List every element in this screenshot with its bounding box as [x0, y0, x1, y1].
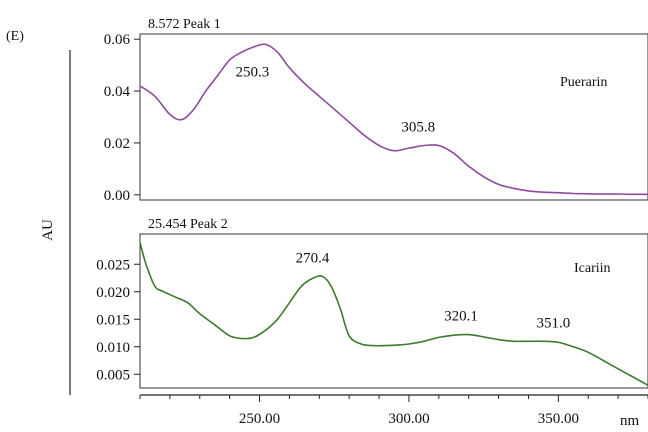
- x-tick-label-0: 250.00: [239, 411, 280, 427]
- peak-label-2-1: 320.1: [444, 309, 478, 325]
- compound-label-puerarin: Puerarin: [560, 75, 607, 90]
- peak-label-2-2: 351.0: [536, 315, 570, 331]
- peak-label-1-0: 250.3: [236, 64, 270, 80]
- panel-title-peak-1: 8.572 Peak 1: [148, 17, 221, 32]
- panel-title-peak-2: 25.454 Peak 2: [148, 217, 228, 232]
- y-axis-label: AU: [40, 219, 56, 241]
- series-line-icariin: [139, 242, 648, 386]
- peak-label-2-0: 270.4: [296, 250, 330, 266]
- y-tick-label-2-3: 0.020: [96, 285, 130, 301]
- panel-peak-2: 25.454 Peak 2 Icariin 0.005 0.010 0.015 0.0…: [96, 217, 648, 389]
- panel-frame-peak-1: [139, 33, 648, 201]
- y-tick-label-2-1: 0.010: [96, 340, 130, 356]
- x-axis: 250.00 300.00 350.00: [139, 394, 648, 427]
- y-tick-label-1-1: 0.02: [104, 136, 130, 152]
- y-tick-label-2-4: 0.025: [96, 257, 130, 273]
- y-tick-label-2-2: 0.015: [96, 312, 130, 328]
- panel-frame-peak-2: [139, 233, 648, 389]
- y-tick-label-1-3: 0.06: [104, 32, 131, 48]
- y-tick-label-2-0: 0.005: [96, 367, 130, 383]
- y-tick-label-1-0: 0.00: [104, 188, 130, 204]
- peak-label-1-1: 305.8: [401, 120, 435, 136]
- panel-peak-1: 8.572 Peak 1 Puerarin 0.00 0.02 0.04 0.06 2…: [104, 17, 648, 204]
- series-line-puerarin: [139, 43, 648, 196]
- x-tick-label-1: 300.00: [388, 411, 429, 427]
- y-tick-label-1-2: 0.04: [104, 84, 131, 100]
- x-tick-label-2: 350.00: [538, 411, 579, 427]
- x-unit-label: nm: [620, 413, 640, 429]
- figure-label: (E): [6, 29, 24, 44]
- compound-label-icariin: Icariin: [574, 261, 611, 276]
